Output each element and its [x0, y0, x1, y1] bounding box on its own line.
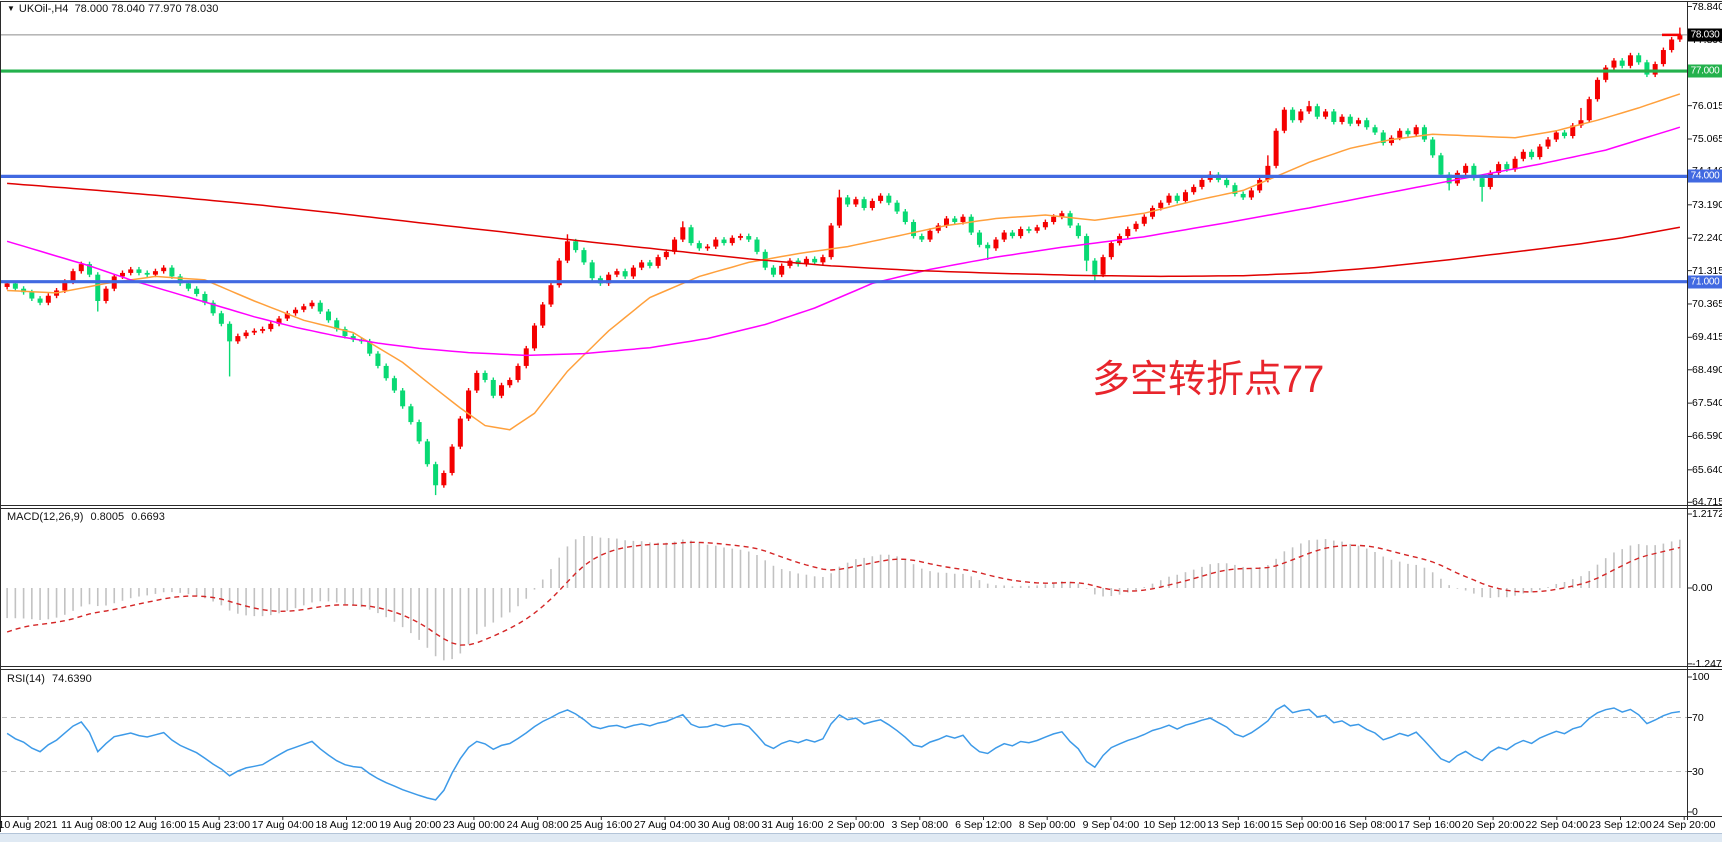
time-axis-label: 22 Sep 04:00 [1525, 819, 1589, 831]
price-axis-label: 75.065 [1692, 133, 1722, 145]
time-axis-label: 10 Sep 12:00 [1143, 819, 1206, 831]
macd-main-value: 0.8005 [90, 511, 125, 523]
time-axis-label: 30 Aug 08:00 [697, 819, 760, 831]
window-footer-strip [0, 833, 1722, 842]
time-axis-label: 6 Sep 12:00 [955, 819, 1012, 831]
time-axis-label: 24 Sep 20:00 [1652, 819, 1716, 831]
time-axis-label: 27 Aug 04:00 [634, 819, 696, 831]
macd-axis-label: 1.2172 [1692, 507, 1722, 520]
time-axis-label: 12 Aug 16:00 [124, 819, 187, 831]
rsi-indicator-label: RSI(14) 74.6390 [7, 673, 96, 685]
price-level-badge: 74.000 [1688, 169, 1722, 183]
time-axis-label: 31 Aug 16:00 [761, 819, 824, 831]
time-axis-label: 3 Sep 08:00 [891, 819, 949, 831]
symbol-header[interactable]: ▼ UKOil-,H4 78.000 78.040 77.970 78.030 [7, 3, 218, 15]
price-axis-label: 78.840 [1692, 0, 1722, 13]
price-level-badge: 77.000 [1688, 64, 1722, 78]
macd-indicator-label: MACD(12,26,9) 0.8005 0.6693 [7, 511, 169, 523]
rsi-title: RSI(14) [7, 673, 45, 685]
time-axis-label: 17 Sep 16:00 [1398, 819, 1461, 831]
symbol-timeframe: UKOil-,H4 [18, 3, 69, 15]
price-level-badge: 78.030 [1688, 28, 1722, 42]
symbol-quote-ohlc: 78.000 78.040 77.970 78.030 [74, 3, 219, 15]
price-axis-label: 70.365 [1692, 297, 1722, 310]
time-axis-label: 9 Sep 04:00 [1082, 819, 1140, 831]
time-axis-label: 8 Sep 00:00 [1018, 819, 1076, 831]
time-axis-label: 23 Aug 00:00 [442, 819, 505, 831]
macd-axis-label: 0.00 [1692, 582, 1713, 594]
rsi-axis-label: 30 [1692, 765, 1704, 778]
time-axis-label: 10 Aug 2021 [0, 819, 58, 831]
time-axis-label: 11 Aug 08:00 [61, 819, 123, 831]
time-axis-label: 15 Sep 00:00 [1270, 819, 1334, 831]
price-axis-label: 64.715 [1692, 496, 1722, 509]
time-axis-label: 24 Aug 08:00 [506, 819, 569, 831]
annotation-text: 多空转折点77 [1092, 359, 1325, 401]
time-axis-label: 18 Aug 12:00 [315, 819, 378, 831]
price-axis-label: 72.240 [1692, 232, 1722, 245]
macd-title: MACD(12,26,9) [7, 511, 84, 523]
price-axis-label: 73.190 [1692, 198, 1722, 211]
time-axis-label: 17 Aug 04:00 [251, 819, 314, 831]
price-axis-label: 69.415 [1692, 331, 1722, 344]
time-axis-label: 16 Sep 08:00 [1334, 819, 1397, 831]
rsi-axis-label: 100 [1692, 671, 1710, 683]
price-axis-label: 68.490 [1692, 363, 1722, 376]
time-axis-label: 13 Sep 16:00 [1207, 819, 1270, 831]
time-axis-label: 20 Sep 20:00 [1461, 819, 1525, 831]
price-level-badge: 71.000 [1688, 275, 1722, 289]
time-axis-label: 25 Aug 16:00 [570, 819, 633, 831]
rsi-axis-label: 0 [1692, 806, 1698, 818]
macd-signal-value: 0.6693 [131, 511, 165, 523]
price-axis-label: 71.315 [1692, 264, 1722, 277]
chart-dropdown-icon[interactable]: ▼ [7, 4, 15, 13]
rsi-axis-label: 70 [1692, 711, 1704, 724]
price-axis-label: 67.540 [1692, 397, 1722, 410]
time-axis-label: 15 Aug 23:00 [188, 819, 251, 831]
price-axis-label: 65.640 [1692, 463, 1722, 476]
rsi-value: 74.6390 [51, 673, 92, 685]
macd-axis-label: -1.2479 [1692, 657, 1722, 670]
time-axis-label: 19 Aug 20:00 [379, 819, 442, 831]
price-axis-label: 76.015 [1692, 99, 1722, 112]
price-axis-label: 66.590 [1692, 430, 1722, 443]
time-axis-label: 23 Sep 12:00 [1589, 819, 1652, 831]
time-axis-label: 2 Sep 00:00 [827, 819, 885, 831]
